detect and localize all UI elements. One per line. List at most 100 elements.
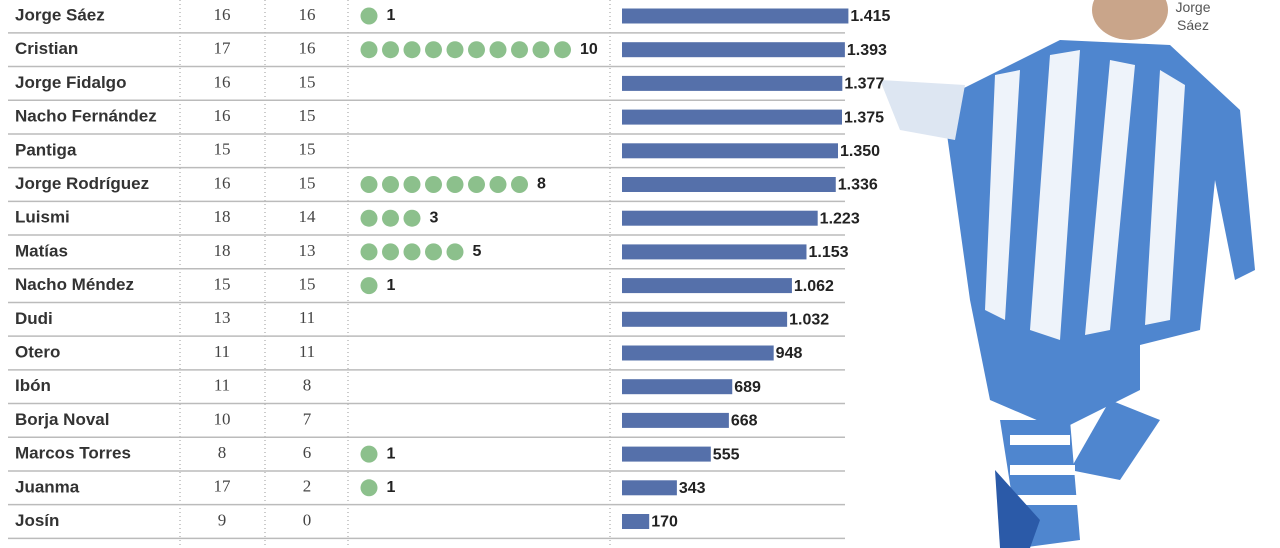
starts: 15 <box>299 275 316 294</box>
goal-dot <box>360 445 378 463</box>
player-name: Nacho Méndez <box>15 275 134 294</box>
minutes-bar <box>622 379 733 395</box>
goal-dot <box>403 243 421 261</box>
starts: 6 <box>303 443 312 462</box>
minutes-label: 1.223 <box>820 210 860 227</box>
games: 16 <box>214 72 231 91</box>
goal-dot <box>360 7 378 25</box>
minutes-bar <box>622 210 818 226</box>
minutes-label: 1.062 <box>794 278 834 295</box>
starts: 15 <box>299 173 316 192</box>
minutes-bar <box>622 480 677 496</box>
goal-dot <box>382 209 399 227</box>
player-name: Jorge Fidalgo <box>15 73 126 92</box>
goal-dot <box>360 277 378 295</box>
starts: 16 <box>299 5 316 24</box>
goal-dot <box>489 176 507 193</box>
goal-dot <box>360 209 378 227</box>
minutes-label: 1.415 <box>850 8 890 25</box>
goal-dot <box>360 41 378 59</box>
minutes-label: 1.375 <box>844 109 884 126</box>
goal-dot <box>403 41 421 59</box>
player-name: Matías <box>15 241 68 260</box>
minutes-label: 668 <box>731 413 758 430</box>
goal-dot <box>425 176 442 193</box>
goals: 3 <box>430 209 439 226</box>
starts: 16 <box>299 39 316 58</box>
goals: 1 <box>387 277 396 294</box>
player-photo <box>880 0 1255 548</box>
player-name: Jorge Sáez <box>15 5 105 24</box>
player-name: Marcos Torres <box>15 444 131 463</box>
goal-dot <box>532 41 550 59</box>
player-name: Jorge Rodríguez <box>15 174 149 193</box>
minutes-bar <box>622 177 836 192</box>
games: 11 <box>214 342 230 361</box>
games: 11 <box>214 376 230 395</box>
player-name: Dudi <box>15 309 53 328</box>
goal-dot <box>360 479 378 497</box>
goal-dot <box>382 243 399 261</box>
games: 9 <box>218 510 227 529</box>
minutes-label: 1.336 <box>838 177 878 194</box>
player-name: Nacho Fernández <box>15 107 157 126</box>
games: 8 <box>218 443 227 462</box>
goal-dot <box>554 41 571 59</box>
goals: 8 <box>537 176 546 193</box>
goals: 10 <box>580 41 598 58</box>
starts: 11 <box>299 342 315 361</box>
minutes-label: 343 <box>679 480 706 497</box>
minutes-label: 1.350 <box>840 143 880 160</box>
photo-caption: Jorge Sáez <box>1175 0 1211 33</box>
starts: 7 <box>303 409 312 428</box>
games: 15 <box>214 275 231 294</box>
games: 16 <box>214 106 231 125</box>
games: 13 <box>214 308 231 327</box>
goal-dot <box>425 41 442 59</box>
player-name: Josín <box>15 511 59 530</box>
minutes-label: 1.393 <box>847 42 887 59</box>
minutes-bar <box>622 278 792 294</box>
starts: 15 <box>299 106 316 125</box>
player-name: Juanma <box>15 477 80 496</box>
minutes-label: 689 <box>734 379 761 396</box>
minutes-label: 1.153 <box>808 244 848 261</box>
minutes-label: 1.377 <box>844 76 884 93</box>
minutes-bar <box>622 75 843 91</box>
starts: 0 <box>303 510 312 529</box>
games: 18 <box>214 207 231 226</box>
starts: 2 <box>303 477 312 496</box>
goal-dot <box>382 176 399 193</box>
goals: 1 <box>387 7 396 24</box>
goal-dot <box>446 41 464 59</box>
goals: 5 <box>473 243 482 260</box>
goal-dot <box>403 176 421 193</box>
goal-dot <box>446 243 464 261</box>
goal-dot <box>468 41 485 59</box>
goal-dot <box>511 176 528 193</box>
goal-dot <box>511 41 528 59</box>
games: 16 <box>214 5 231 24</box>
minutes-bar <box>622 244 807 260</box>
minutes-bar <box>622 8 849 24</box>
starts: 15 <box>299 140 316 159</box>
starts: 13 <box>299 241 316 260</box>
games: 17 <box>214 39 232 58</box>
games: 10 <box>214 409 231 428</box>
goal-dot <box>446 176 464 193</box>
goal-dot <box>360 243 378 261</box>
starts: 8 <box>303 376 312 395</box>
player-name: Pantiga <box>15 140 77 159</box>
minutes-bar <box>622 446 711 462</box>
goal-dot <box>489 41 507 59</box>
minutes-label: 555 <box>713 446 740 463</box>
player-name: Borja Noval <box>15 410 109 429</box>
player-name: Luismi <box>15 208 70 227</box>
player-name: Otero <box>15 342 60 361</box>
minutes-bar <box>622 143 838 159</box>
games: 17 <box>214 477 232 496</box>
minutes-bar <box>622 311 788 327</box>
starts: 11 <box>299 308 315 327</box>
games: 15 <box>214 140 231 159</box>
